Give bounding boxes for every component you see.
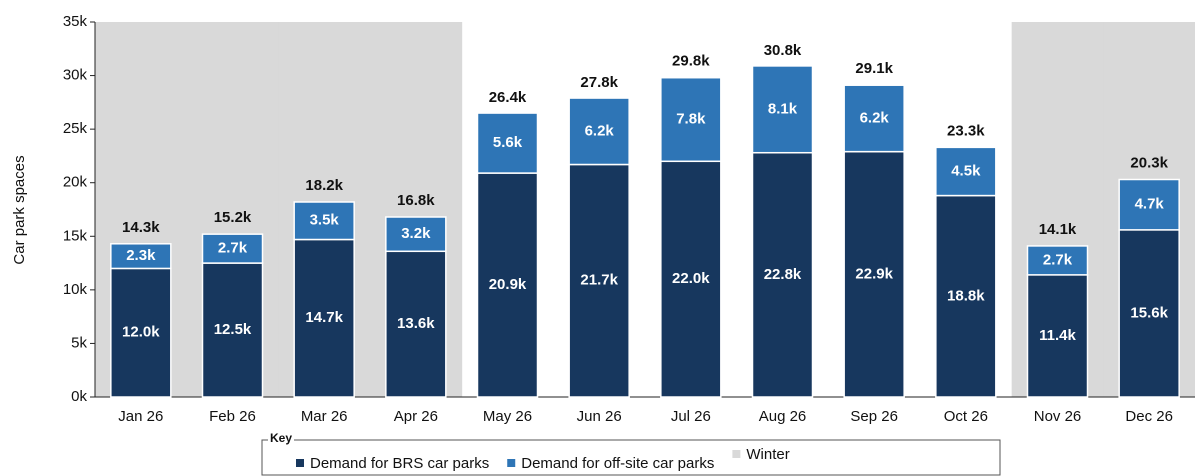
bar-segment bbox=[751, 65, 814, 154]
value-label: 4.7k bbox=[1135, 196, 1165, 213]
total-label: 29.8k bbox=[672, 53, 710, 70]
x-tick-label: Mar 26 bbox=[301, 408, 348, 425]
value-label: 22.0k bbox=[672, 270, 710, 287]
value-label: 18.8k bbox=[947, 287, 985, 304]
bar-segment bbox=[935, 194, 997, 398]
bar-segment bbox=[293, 201, 355, 241]
y-tick-label: 30k bbox=[63, 67, 88, 84]
y-tick-label: 35k bbox=[63, 13, 88, 30]
x-tick-label: May 26 bbox=[483, 408, 532, 425]
legend-title: Key bbox=[270, 431, 292, 445]
value-label: 7.8k bbox=[676, 110, 706, 127]
total-label: 20.3k bbox=[1130, 154, 1168, 171]
bar-segment bbox=[385, 250, 447, 398]
legend-swatch bbox=[507, 459, 516, 467]
x-tick-label: Aug 26 bbox=[759, 408, 807, 425]
value-label: 20.9k bbox=[489, 276, 527, 293]
y-tick-label: 15k bbox=[63, 227, 88, 244]
x-tick-label: Feb 26 bbox=[209, 408, 256, 425]
total-label: 29.1k bbox=[855, 60, 893, 77]
total-label: 26.4k bbox=[489, 89, 527, 106]
value-label: 2.3k bbox=[126, 247, 156, 264]
legend-box bbox=[261, 439, 1001, 476]
legend-label: Demand for BRS car parks bbox=[310, 455, 489, 472]
bar-segment bbox=[293, 238, 355, 398]
value-label: 12.0k bbox=[122, 324, 160, 341]
x-tick-label: Dec 26 bbox=[1125, 408, 1173, 425]
total-label: 14.3k bbox=[122, 219, 160, 236]
total-label: 18.2k bbox=[305, 177, 343, 194]
total-label: 30.8k bbox=[764, 42, 802, 59]
value-label: 5.6k bbox=[493, 134, 523, 151]
legend-label: Winter bbox=[746, 446, 789, 463]
bar-segment bbox=[476, 172, 539, 398]
x-tick-label: Oct 26 bbox=[944, 408, 988, 425]
bar-segment bbox=[751, 151, 814, 398]
value-label: 22.8k bbox=[764, 266, 802, 283]
x-tick-label: Jun 26 bbox=[577, 408, 622, 425]
legend-title-bg bbox=[268, 432, 294, 446]
bar-segment bbox=[568, 163, 630, 398]
x-tick-label: Apr 26 bbox=[394, 408, 438, 425]
y-tick-label: 20k bbox=[63, 174, 88, 191]
total-label: 15.2k bbox=[214, 209, 252, 226]
bar-segment bbox=[935, 146, 997, 197]
value-label: 14.7k bbox=[305, 309, 343, 326]
value-label: 21.7k bbox=[580, 272, 618, 289]
legend-label: Demand for off-site car parks bbox=[521, 455, 714, 472]
bar-segment bbox=[843, 84, 905, 153]
bar-segment bbox=[568, 97, 630, 166]
total-label: 23.3k bbox=[947, 122, 985, 139]
bar-segment bbox=[1118, 229, 1180, 398]
bar-segment bbox=[476, 112, 539, 174]
value-label: 2.7k bbox=[218, 240, 248, 257]
bar-segment bbox=[110, 267, 172, 398]
value-label: 15.6k bbox=[1130, 304, 1168, 321]
y-tick-label: 10k bbox=[63, 281, 88, 298]
bar-segment bbox=[385, 216, 447, 253]
value-label: 6.2k bbox=[860, 109, 890, 126]
y-axis-label: Car park spaces bbox=[11, 155, 28, 264]
bar-segment bbox=[1026, 274, 1089, 398]
bar-segment bbox=[1118, 178, 1180, 231]
value-label: 4.5k bbox=[951, 162, 981, 179]
y-tick-label: 25k bbox=[63, 120, 88, 137]
value-label: 3.2k bbox=[401, 225, 431, 242]
value-label: 6.2k bbox=[585, 122, 615, 139]
x-tick-label: Jul 26 bbox=[671, 408, 711, 425]
bar-segment bbox=[660, 160, 722, 398]
value-label: 12.5k bbox=[214, 321, 252, 338]
bar-segment bbox=[843, 150, 905, 398]
bar-segment bbox=[201, 262, 264, 398]
total-label: 16.8k bbox=[397, 192, 435, 209]
total-label: 27.8k bbox=[580, 74, 618, 91]
x-tick-label: Nov 26 bbox=[1034, 408, 1082, 425]
bar-segment bbox=[201, 233, 264, 264]
value-label: 3.5k bbox=[310, 212, 340, 229]
value-label: 8.1k bbox=[768, 100, 798, 117]
value-label: 11.4k bbox=[1039, 327, 1076, 344]
y-tick-label: 0k bbox=[71, 388, 87, 405]
bar-segment bbox=[660, 76, 722, 163]
bar-segment bbox=[110, 243, 172, 270]
value-label: 2.7k bbox=[1043, 251, 1073, 268]
bar-segment bbox=[1026, 245, 1089, 276]
legend-swatch bbox=[732, 450, 741, 458]
total-label: 14.1k bbox=[1039, 221, 1077, 238]
y-tick-label: 5k bbox=[71, 334, 87, 351]
legend-swatch bbox=[296, 459, 304, 467]
x-tick-label: Sep 26 bbox=[850, 408, 898, 425]
x-tick-label: Jan 26 bbox=[118, 408, 163, 425]
value-label: 13.6k bbox=[397, 315, 435, 332]
value-label: 22.9k bbox=[855, 265, 893, 282]
